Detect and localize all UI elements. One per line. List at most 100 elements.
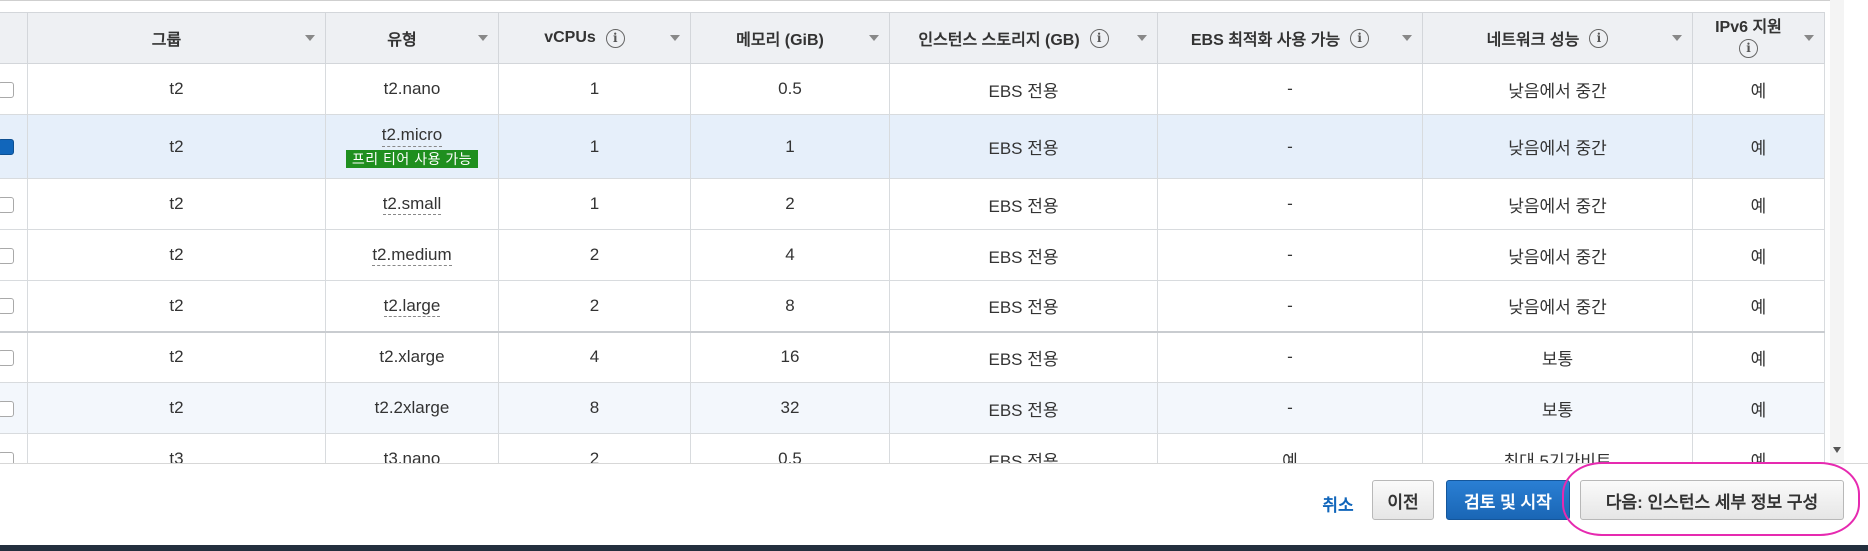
type-link[interactable]: t2.large	[383, 295, 441, 317]
sort-caret-icon[interactable]	[1804, 35, 1814, 41]
type-link[interactable]: t2.medium	[372, 245, 452, 266]
sort-caret-icon[interactable]	[1402, 35, 1412, 41]
info-icon[interactable]: i	[1589, 28, 1609, 48]
cell-network: 최대 5기가비트	[1422, 433, 1693, 463]
cell-ipv6: 예	[1692, 433, 1825, 463]
header-memory[interactable]: 메모리 (GiB)	[690, 12, 890, 64]
row-checkbox-cell[interactable]	[0, 114, 28, 179]
type-label: t2.2xlarge	[374, 398, 450, 417]
table-row[interactable]: t2 t2.nano 1 0.5 EBS 전용 - 낮음에서 중간 예	[0, 63, 1825, 115]
table-row[interactable]: t2 t2.small 1 2 EBS 전용 - 낮음에서 중간 예	[0, 178, 1825, 230]
info-icon[interactable]: i	[1089, 28, 1109, 48]
sort-caret-icon[interactable]	[869, 35, 879, 41]
header-group[interactable]: 그룹	[27, 12, 326, 64]
row-checkbox[interactable]	[0, 349, 14, 366]
type-label: t3.nano	[383, 449, 441, 463]
cell-ebs: -	[1157, 280, 1423, 332]
cell-network: 낮음에서 중간	[1422, 178, 1693, 230]
cell-vcpus: 8	[498, 382, 691, 434]
cell-memory: 32	[690, 382, 890, 434]
wizard-footer: 취소 이전 검토 및 시작 다음: 인스턴스 세부 정보 구성	[0, 463, 1868, 545]
cell-ebs: 예	[1157, 433, 1423, 463]
header-group-label: 그룹	[151, 32, 182, 49]
row-checkbox[interactable]	[0, 81, 14, 98]
table-row[interactable]: t2 t2.2xlarge 8 32 EBS 전용 - 보통 예	[0, 382, 1825, 434]
cell-ipv6: 예	[1692, 382, 1825, 434]
info-icon[interactable]: i	[1350, 28, 1370, 48]
row-checkbox-cell[interactable]	[0, 229, 28, 281]
cancel-button[interactable]: 취소	[1318, 483, 1358, 523]
cell-memory: 16	[690, 330, 890, 383]
cell-vcpus: 1	[498, 63, 691, 115]
header-type-label: 유형	[387, 32, 417, 49]
table-row[interactable]: t2 t2.medium 2 4 EBS 전용 - 낮음에서 중간 예	[0, 229, 1825, 281]
cell-ipv6: 예	[1692, 63, 1825, 115]
free-tier-badge: 프리 티어 사용 가능	[345, 150, 479, 168]
cell-ipv6: 예	[1692, 330, 1825, 383]
row-checkbox-cell[interactable]	[0, 433, 28, 463]
cell-type: t2.small	[325, 178, 499, 230]
type-label: t2.nano	[383, 79, 441, 98]
header-instance-storage-label: 인스턴스 스토리지 (GB)	[918, 32, 1080, 49]
header-network[interactable]: 네트워크 성능 i	[1422, 12, 1693, 64]
table-row-selected[interactable]: t2 t2.micro 프리 티어 사용 가능 1 1 EBS 전용 - 낮음에서…	[0, 114, 1825, 179]
previous-button[interactable]: 이전	[1372, 480, 1434, 520]
next-configure-instance-button[interactable]: 다음: 인스턴스 세부 정보 구성	[1580, 480, 1844, 520]
cell-group: t2	[27, 382, 326, 434]
cell-storage: EBS 전용	[889, 382, 1158, 434]
cell-memory: 0.5	[690, 433, 890, 463]
row-checkbox[interactable]	[0, 400, 14, 417]
row-checkbox-checked[interactable]	[0, 139, 14, 156]
cell-ebs: -	[1157, 229, 1423, 281]
header-vcpus[interactable]: vCPUs i	[498, 12, 691, 64]
header-instance-storage[interactable]: 인스턴스 스토리지 (GB) i	[889, 12, 1158, 64]
cell-storage: EBS 전용	[889, 114, 1158, 179]
table-scrollbar[interactable]	[1830, 0, 1844, 463]
info-icon[interactable]: i	[1739, 38, 1758, 58]
row-checkbox[interactable]	[0, 247, 14, 264]
sort-caret-icon[interactable]	[1672, 35, 1682, 41]
row-checkbox-cell[interactable]	[0, 63, 28, 115]
cell-group: t2	[27, 178, 326, 230]
cell-type: t3.nano	[325, 433, 499, 463]
info-icon[interactable]: i	[605, 28, 625, 48]
cell-ebs: -	[1157, 114, 1423, 179]
cell-storage: EBS 전용	[889, 330, 1158, 383]
row-checkbox[interactable]	[0, 451, 14, 463]
header-ipv6[interactable]: IPv6 지원 i	[1692, 12, 1825, 64]
header-vcpus-label: vCPUs	[544, 29, 596, 46]
table-row[interactable]: t2 t2.large 2 8 EBS 전용 - 낮음에서 중간 예	[0, 280, 1825, 332]
type-label: t2.xlarge	[379, 347, 445, 367]
cell-vcpus: 2	[498, 280, 691, 332]
type-link[interactable]: t2.small	[382, 194, 442, 215]
cell-network: 보통	[1422, 382, 1693, 434]
header-type[interactable]: 유형	[325, 12, 499, 64]
header-select	[0, 12, 28, 64]
row-checkbox-cell[interactable]	[0, 382, 28, 434]
sort-caret-icon[interactable]	[305, 35, 315, 41]
type-link[interactable]: t2.micro	[381, 125, 443, 147]
sort-caret-icon[interactable]	[478, 35, 488, 41]
cell-memory: 2	[690, 178, 890, 230]
review-and-launch-button[interactable]: 검토 및 시작	[1446, 480, 1570, 520]
row-checkbox-cell[interactable]	[0, 330, 28, 383]
row-checkbox[interactable]	[0, 298, 14, 315]
cell-group: t3	[27, 433, 326, 463]
row-checkbox-cell[interactable]	[0, 280, 28, 332]
cell-storage: EBS 전용	[889, 63, 1158, 115]
row-checkbox[interactable]	[0, 196, 14, 213]
header-ebs-optimized[interactable]: EBS 최적화 사용 가능 i	[1157, 12, 1423, 64]
cell-vcpus: 2	[498, 229, 691, 281]
cell-group: t2	[27, 330, 326, 383]
cell-ipv6: 예	[1692, 178, 1825, 230]
table-row[interactable]: t2 t2.xlarge 4 16 EBS 전용 - 보통 예	[0, 330, 1825, 383]
sort-caret-icon[interactable]	[1137, 35, 1147, 41]
sort-caret-icon[interactable]	[670, 35, 680, 41]
scroll-down-arrow-icon[interactable]	[1833, 447, 1841, 453]
row-checkbox-cell[interactable]	[0, 178, 28, 230]
cell-ebs: -	[1157, 63, 1423, 115]
header-network-label: 네트워크 성능	[1486, 32, 1580, 49]
table-row[interactable]: t3 t3.nano 2 0.5 EBS 전용 예 최대 5기가비트 예	[0, 433, 1825, 463]
console-bottom-bar	[0, 545, 1868, 551]
